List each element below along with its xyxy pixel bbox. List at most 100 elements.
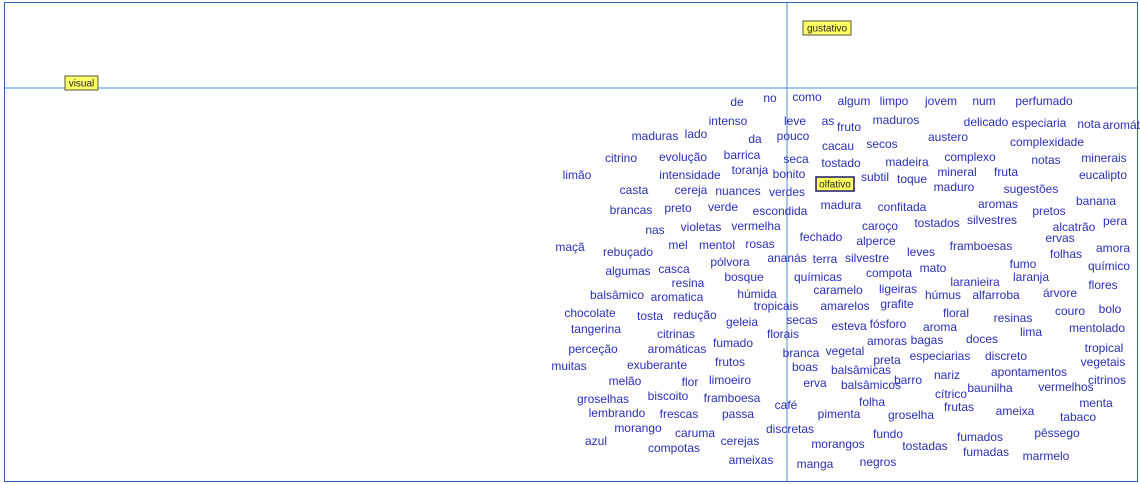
word-label: boas [792,360,818,374]
word-label: fumado [713,336,753,350]
word-label: bolo [1099,302,1122,316]
word-label: manga [797,457,834,471]
word-label: amoras [867,334,907,348]
word-label: pretos [1032,204,1065,218]
word-label: perceção [568,342,618,356]
word-label: folha [859,395,885,409]
word-label: especiaria [1012,116,1067,130]
word-label: nota [1077,117,1101,131]
word-label: aroma [923,320,957,334]
word-label: perfumado [1015,94,1073,108]
word-label: flores [1088,278,1117,292]
word-label: fruto [837,120,861,134]
word-label: discreto [985,349,1027,363]
word-label: cereja [675,183,708,197]
word-label: doces [966,332,998,346]
word-label: passa [722,407,754,421]
word-label: algumas [605,264,650,278]
word-label: melão [609,374,642,388]
word-label: madura [821,198,862,212]
word-label: fósforo [870,317,907,331]
word-label: frutas [944,400,974,414]
word-label: cerejas [721,434,760,448]
word-label: pólvora [710,255,750,269]
word-label: limoeiro [709,373,751,387]
word-label: nariz [934,368,960,382]
word-label: maduros [873,113,920,127]
word-label: jovem [924,94,957,108]
word-label: couro [1055,304,1085,318]
word-label: caroço [862,219,898,233]
word-label: toque [897,172,927,186]
word-label: aromáticas [648,342,707,356]
word-label: café [775,398,798,412]
word-label: apontamentos [991,365,1067,379]
word-label: flor [682,375,699,389]
word-label: rebuçado [603,245,653,259]
word-label: casca [658,262,690,276]
word-label: húmus [925,288,961,302]
word-label: silvestre [845,251,889,265]
word-label: toranja [732,163,769,177]
word-label: chocolate [564,306,616,320]
word-label: silvestres [967,213,1017,227]
axis-label-visual[interactable]: visual [64,75,99,91]
word-label: pimenta [818,407,861,421]
axis-label-gustativo-text: gustativo [807,24,847,35]
word-label: negros [860,455,897,469]
word-label: como [792,90,822,104]
word-label: húmida [737,287,777,301]
axis-label-olfativo-text: olfativo [819,180,851,191]
word-label: madeira [885,155,929,169]
word-label: folhas [1050,247,1082,261]
word-label: preta [873,353,901,367]
word-label: tosta [637,309,663,323]
word-label: maduras [632,129,679,143]
word-label: fechado [800,230,843,244]
axis-label-olfativo[interactable]: olfativo [815,176,855,192]
word-label: tostado [821,156,861,170]
word-label: fundo [873,427,903,441]
word-label: florais [767,327,799,341]
word-label: maduro [934,180,975,194]
word-label: mineral [937,165,976,179]
word-label: barro [894,373,922,387]
word-label: framboesas [950,239,1013,253]
word-label: vegetal [826,344,865,358]
word-label: balsâmicas [831,363,891,377]
word-label: sugestões [1004,182,1059,196]
word-label: marmelo [1023,449,1070,463]
word-label: escondida [753,204,808,218]
word-label: lima [1020,325,1042,339]
word-label: subtil [861,170,889,184]
word-label: vegetais [1081,355,1126,369]
word-label: caramelo [813,283,863,297]
word-label: pêssego [1034,426,1080,440]
axis-label-gustativo[interactable]: gustativo [802,20,852,36]
word-label: evolução [659,150,707,164]
word-label: secas [786,313,817,327]
word-label: mentolado [1069,321,1125,335]
word-label: alcatrão [1053,220,1096,234]
word-label: eucalipto [1079,168,1127,182]
word-label: brancas [610,203,653,217]
word-label: erva [803,376,827,390]
word-label: caruma [675,426,715,440]
word-label: preto [664,201,692,215]
word-label: complexo [944,150,996,164]
word-label: balsâmico [590,288,644,302]
word-label: leves [907,245,935,259]
word-label: limão [563,168,592,182]
word-label: confitada [878,200,927,214]
word-label: nas [645,223,664,237]
word-label: geleia [726,315,758,329]
word-label: baunilha [967,381,1013,395]
word-label: intensidade [659,168,721,182]
word-label: fumo [1010,257,1037,271]
word-label: citrinas [657,327,695,341]
word-label: compotas [648,441,700,455]
word-label: austero [928,130,968,144]
word-label: limpo [880,94,909,108]
word-label: tropical [1085,341,1124,355]
word-label: no [763,91,777,105]
